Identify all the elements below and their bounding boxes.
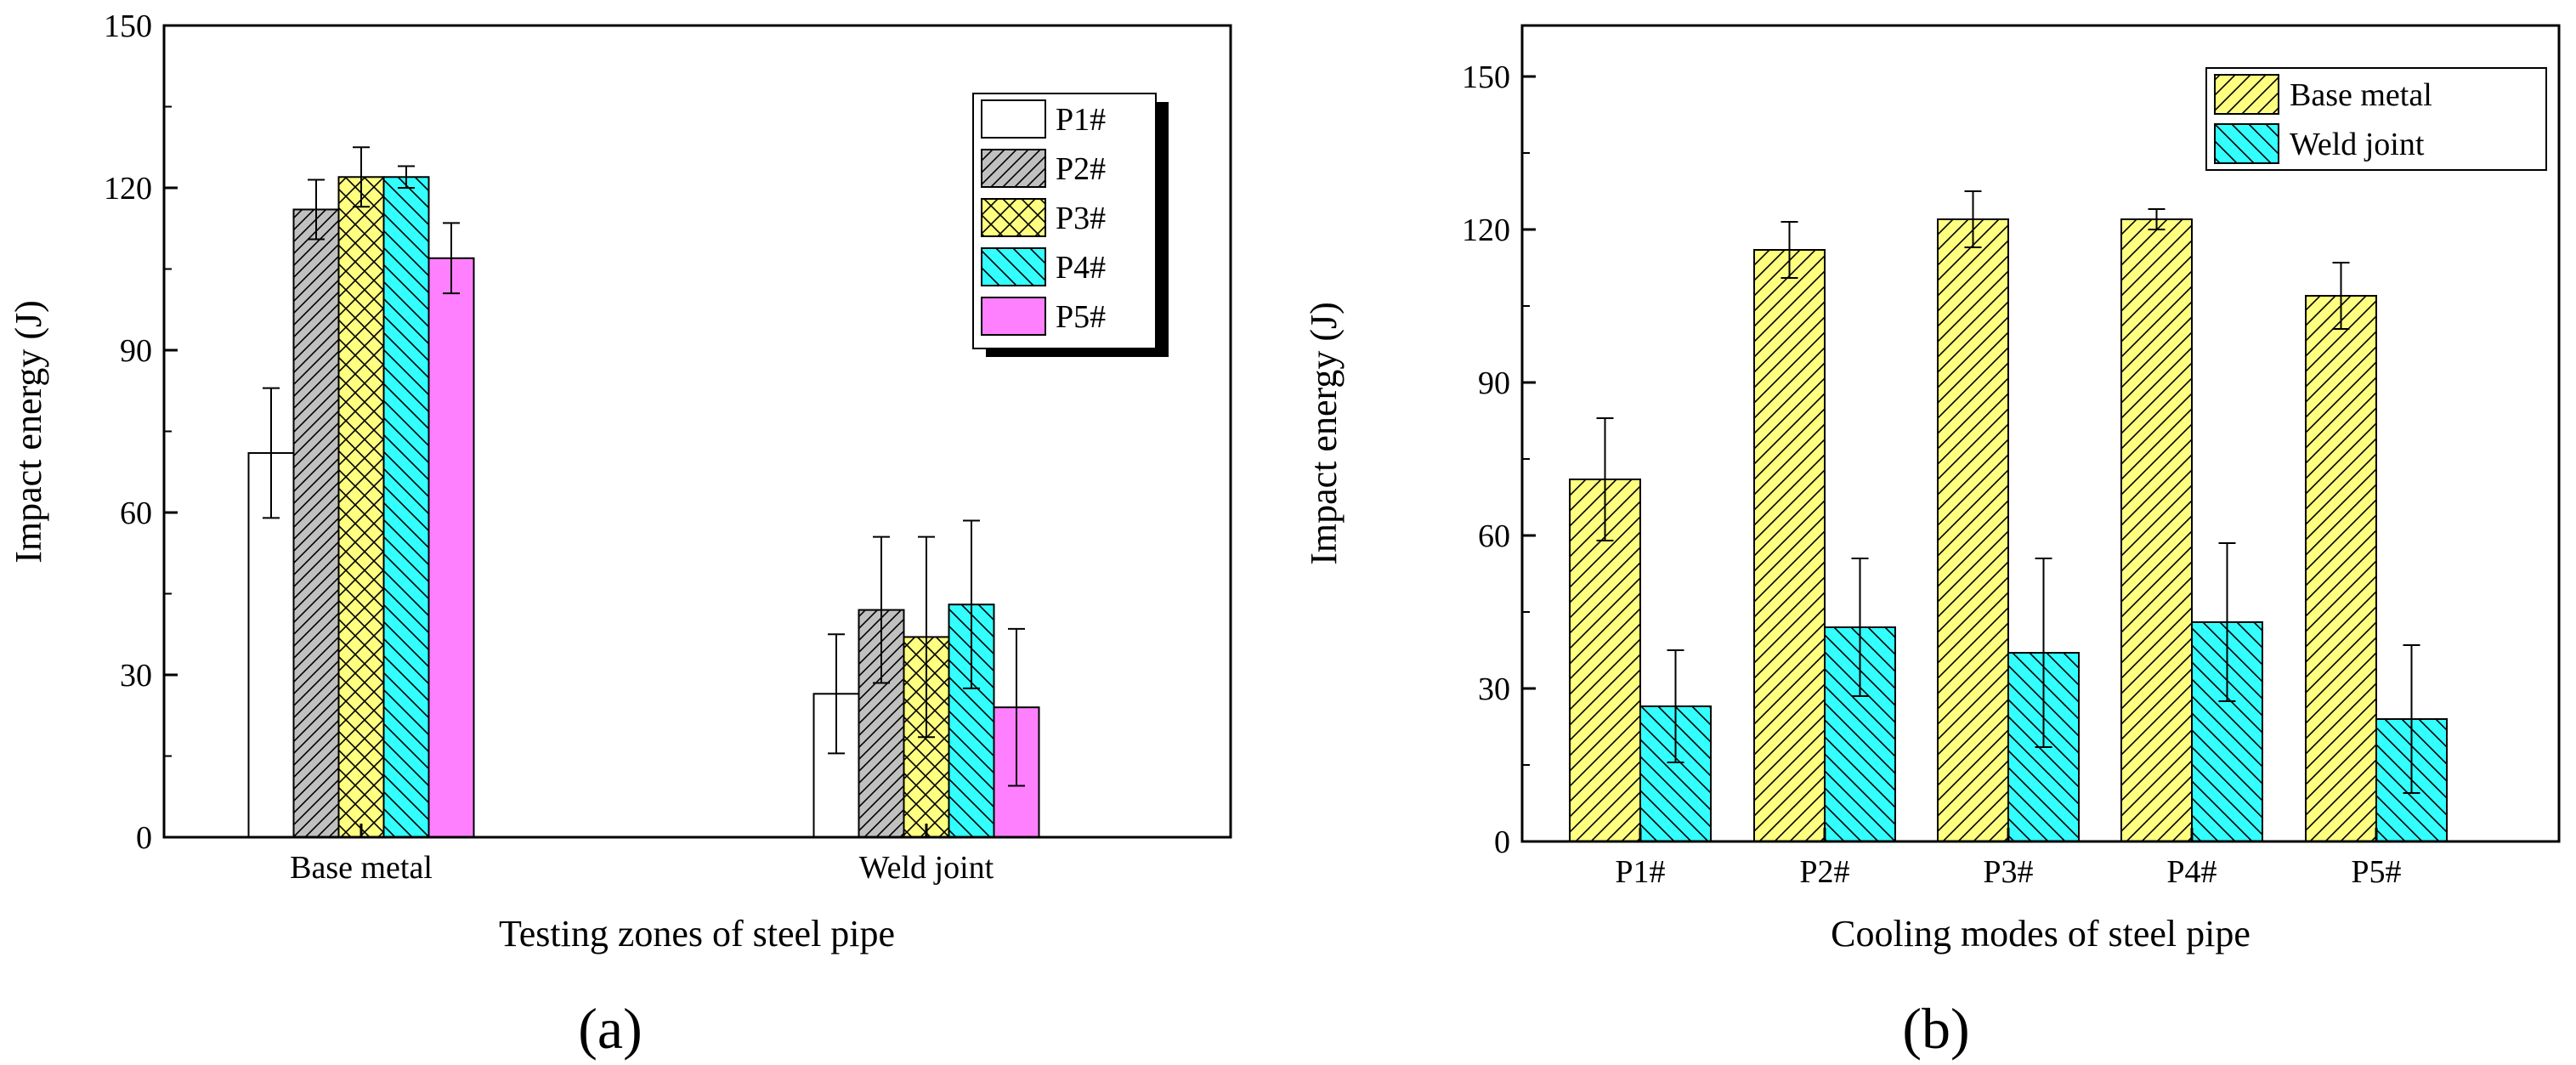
legend-label-p2: P2# xyxy=(1056,151,1106,187)
bar-p5-0 xyxy=(429,258,474,837)
legend-swatch-p5 xyxy=(982,297,1045,335)
category-label-base-metal: Base metal xyxy=(290,850,433,886)
chart-panel-a: 0 30 60 90 120 150 Base metal Weld joint Impa… xyxy=(8,8,1231,1061)
bar-base-2 xyxy=(1938,219,2008,841)
panel-label-a: (a) xyxy=(578,996,642,1061)
y-tick-label-b: 60 xyxy=(1478,518,1510,554)
bar-p3-0 xyxy=(339,177,384,837)
legend-label-p4: P4# xyxy=(1056,250,1106,286)
legend-label-weld: Weld joint xyxy=(2290,127,2425,162)
bar-p2-0 xyxy=(294,209,339,837)
y-tick-label-a: 120 xyxy=(104,171,152,207)
legend-label-p3: P3# xyxy=(1056,201,1106,236)
category-label-p3: P3# xyxy=(1983,854,2033,890)
y-tick-label-b: 30 xyxy=(1478,671,1510,707)
y-tick-label-a: 60 xyxy=(120,496,152,531)
category-label-weld-joint: Weld joint xyxy=(859,850,994,886)
panel-label-b: (b) xyxy=(1902,996,1969,1061)
bar-base-1 xyxy=(1754,250,1825,841)
chart-panel-b: 0 30 60 90 120 150 P1# P2# P3# P4# P5# Impact… xyxy=(1303,25,2559,1061)
y-axis-label-a: Impact energy (J) xyxy=(8,300,49,564)
legend-label-p1: P1# xyxy=(1056,102,1106,138)
x-axis-label-a: Testing zones of steel pipe xyxy=(499,913,895,955)
bar-base-4 xyxy=(2306,296,2376,841)
legend-a: P1# P2# P3# P4# P5# xyxy=(973,93,1169,357)
y-tick-label-a: 90 xyxy=(120,333,152,369)
bar-p4-0 xyxy=(384,177,429,837)
y-tick-label-a: 0 xyxy=(136,820,152,856)
legend-label-p5: P5# xyxy=(1056,299,1106,335)
legend-swatch-weld xyxy=(2215,124,2279,163)
y-tick-label-a: 150 xyxy=(104,8,152,44)
y-tick-label-a: 30 xyxy=(120,658,152,694)
y-tick-label-b: 90 xyxy=(1478,365,1510,401)
legend-swatch-p3 xyxy=(982,199,1045,236)
figure: 0 30 60 90 120 150 Base metal Weld joint Impa… xyxy=(0,0,2576,1065)
category-label-p5: P5# xyxy=(2351,854,2401,890)
x-axis-label-b: Cooling modes of steel pipe xyxy=(1831,913,2250,955)
category-label-p2: P2# xyxy=(1799,854,1849,890)
y-axis-label-b: Impact energy (J) xyxy=(1303,302,1345,565)
y-tick-label-b: 0 xyxy=(1494,824,1510,860)
legend-swatch-p4 xyxy=(982,248,1045,286)
category-label-p4: P4# xyxy=(2166,854,2216,890)
legend-label-base: Base metal xyxy=(2290,77,2432,113)
legend-swatch-p2 xyxy=(982,150,1045,187)
y-tick-label-b: 150 xyxy=(1462,59,1510,95)
bar-base-3 xyxy=(2121,219,2192,841)
category-label-p1: P1# xyxy=(1615,854,1665,890)
legend-swatch-p1 xyxy=(982,100,1045,138)
legend-b: Base metal Weld joint xyxy=(2206,68,2546,170)
legend-swatch-base xyxy=(2215,75,2279,114)
y-tick-label-b: 120 xyxy=(1462,212,1510,248)
